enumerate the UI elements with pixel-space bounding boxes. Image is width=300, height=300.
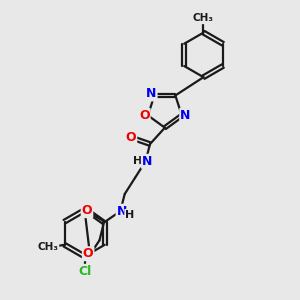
Text: O: O (82, 204, 92, 217)
Text: CH₃: CH₃ (38, 242, 58, 252)
Text: O: O (126, 131, 136, 144)
Text: H: H (125, 210, 134, 220)
Text: N: N (142, 155, 152, 168)
Text: N: N (117, 205, 127, 218)
Text: N: N (180, 109, 190, 122)
Text: H: H (133, 156, 142, 166)
Text: CH₃: CH₃ (193, 13, 214, 23)
Text: O: O (139, 109, 150, 122)
Text: O: O (83, 247, 94, 260)
Text: N: N (146, 88, 157, 100)
Text: Cl: Cl (78, 265, 91, 278)
